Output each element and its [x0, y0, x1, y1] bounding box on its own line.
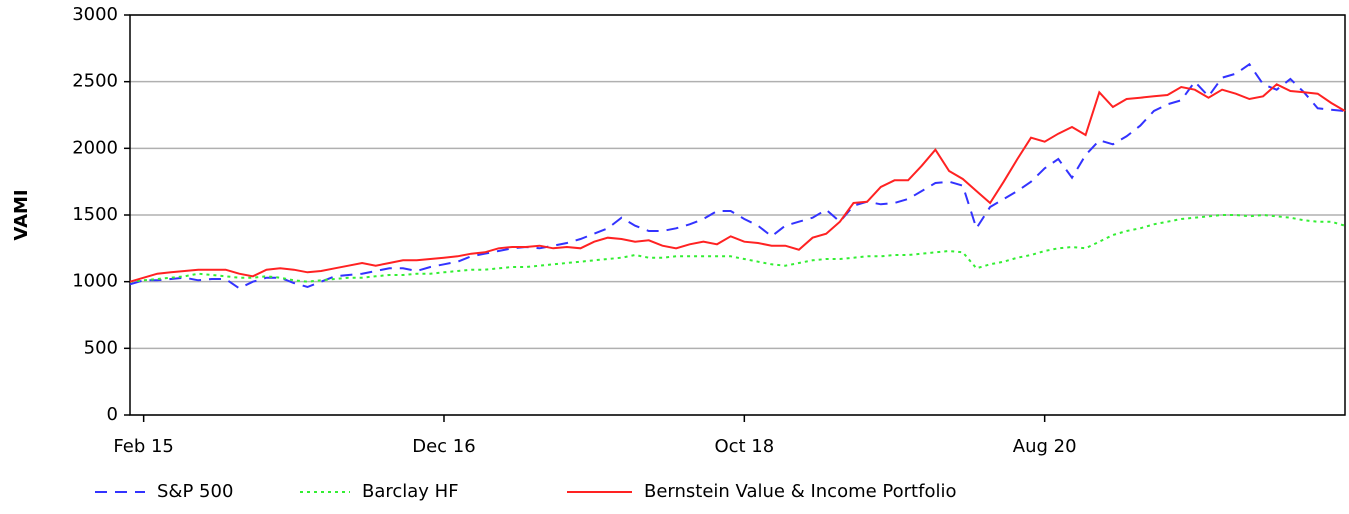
- y-tick-label: 1000: [72, 271, 118, 292]
- y-tick-label: 3000: [72, 4, 118, 25]
- y-tick-label: 2500: [72, 71, 118, 92]
- series-line: [129, 83, 1346, 283]
- x-tick-label: Dec 16: [412, 436, 475, 457]
- x-tick-label: Aug 20: [1013, 436, 1077, 457]
- y-tick-label: 0: [107, 404, 118, 425]
- y-tick-label: 1500: [72, 204, 118, 225]
- series-line: [129, 213, 1346, 283]
- y-axis-label: VAMI: [11, 189, 32, 240]
- legend-label: Bernstein Value & Income Portfolio: [644, 481, 956, 502]
- x-tick-label: Oct 18: [714, 436, 774, 457]
- y-tick-label: 2000: [72, 137, 118, 158]
- series-line: [129, 62, 1346, 290]
- legend-label: Barclay HF: [362, 481, 459, 502]
- x-tick-label: Feb 15: [113, 436, 174, 457]
- plot-frame: [129, 14, 1346, 416]
- legend-label: S&P 500: [157, 481, 233, 502]
- y-tick-label: 500: [84, 337, 118, 358]
